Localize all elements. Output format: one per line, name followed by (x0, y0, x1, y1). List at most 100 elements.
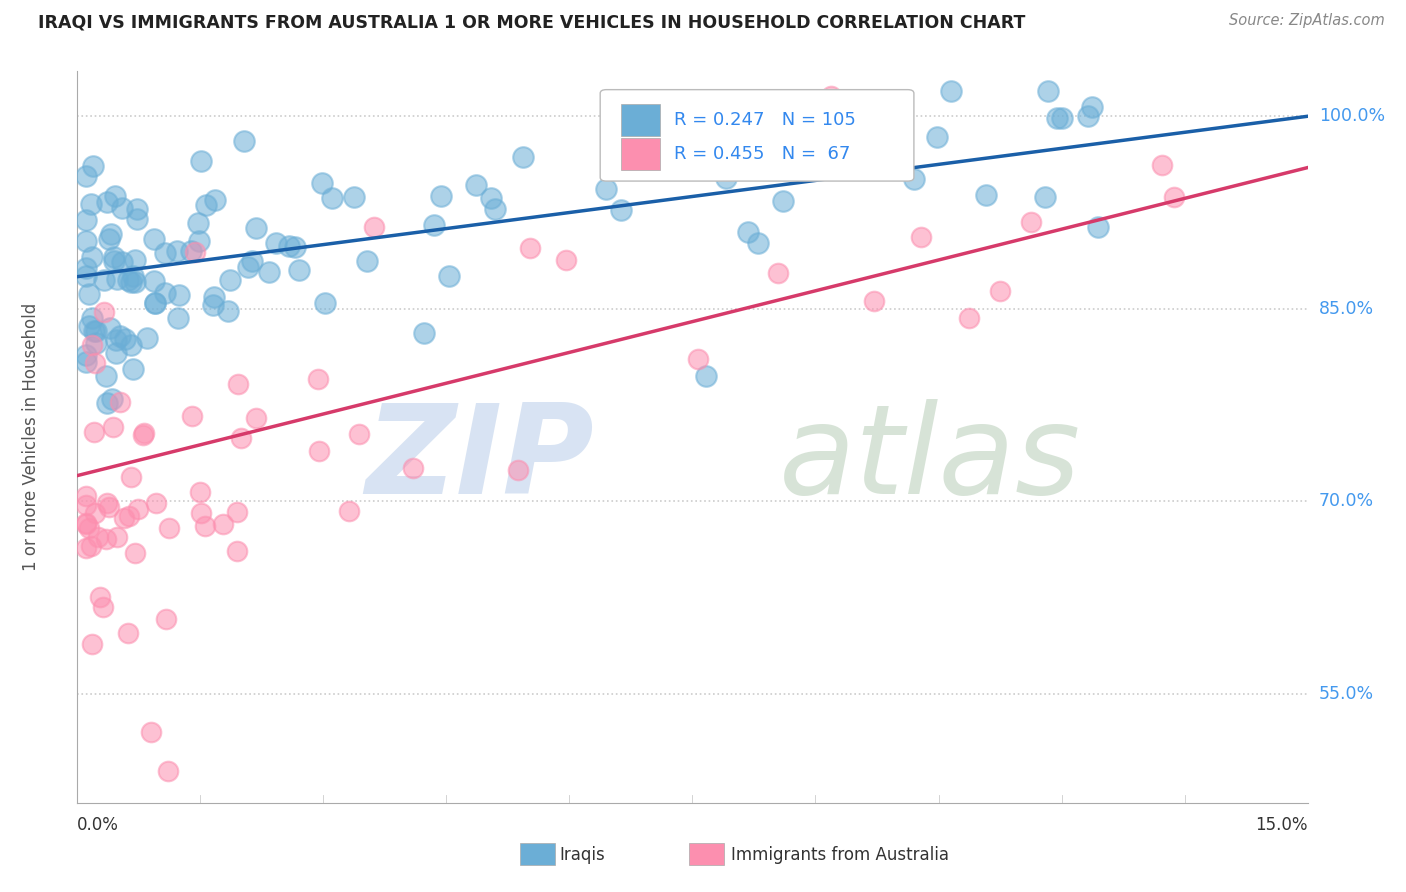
Point (125, 202, 148, 216)
Point (226, 376, 249, 391)
Point (1163, 190, 1185, 204)
Point (167, 288, 190, 302)
Point (665, 154, 688, 169)
Point (1036, 84, 1059, 98)
Point (101, 392, 124, 407)
Point (111, 255, 134, 269)
Point (190, 154, 212, 169)
Point (143, 296, 166, 310)
Point (240, 253, 263, 268)
Bar (621, 104, 661, 136)
Point (75, 169, 97, 183)
Point (337, 504, 360, 518)
Point (437, 269, 460, 284)
Point (105, 333, 128, 347)
Point (77, 318, 100, 333)
Point (188, 234, 211, 248)
Point (314, 295, 336, 310)
Point (145, 495, 167, 509)
Point (519, 241, 541, 255)
Point (80, 311, 103, 326)
Point (347, 427, 370, 442)
Point (820, 88, 842, 103)
Point (688, 352, 710, 367)
Point (976, 188, 998, 202)
Point (114, 511, 136, 525)
Point (75, 498, 97, 512)
Point (848, 154, 870, 169)
Point (236, 260, 259, 274)
Point (512, 150, 534, 164)
Point (194, 198, 217, 212)
Point (464, 178, 486, 193)
Point (135, 331, 157, 345)
Point (98, 321, 121, 335)
Point (125, 211, 148, 226)
Point (124, 275, 146, 289)
Point (1087, 220, 1109, 235)
Point (772, 194, 794, 208)
Text: 70.0%: 70.0% (1319, 492, 1374, 510)
Point (75, 517, 97, 532)
Point (190, 506, 212, 520)
Point (288, 263, 311, 277)
Text: 15.0%: 15.0% (1256, 816, 1308, 834)
Point (747, 236, 769, 251)
Text: 0.0%: 0.0% (77, 816, 120, 834)
Point (108, 395, 131, 409)
Point (105, 531, 128, 545)
Point (75, 269, 97, 284)
Point (356, 254, 378, 268)
Point (402, 461, 425, 475)
Point (903, 171, 925, 186)
Point (132, 426, 155, 441)
Point (96, 395, 118, 409)
Point (862, 293, 884, 308)
Point (184, 244, 207, 259)
Point (153, 286, 176, 301)
Point (766, 266, 789, 280)
Point (75, 355, 97, 369)
Point (80, 196, 103, 211)
Point (167, 310, 190, 325)
Point (96, 496, 118, 510)
Point (111, 201, 134, 215)
Point (166, 244, 188, 259)
Point (153, 246, 176, 260)
Point (83, 356, 105, 370)
Point (120, 469, 142, 483)
Point (180, 409, 202, 423)
Point (429, 188, 451, 202)
Text: Iraqis: Iraqis (560, 846, 606, 863)
Point (117, 273, 139, 287)
Point (105, 346, 128, 360)
Point (188, 484, 211, 499)
Point (194, 518, 217, 533)
Text: 85.0%: 85.0% (1319, 300, 1374, 318)
Text: 1 or more Vehicles in Household: 1 or more Vehicles in Household (21, 303, 39, 571)
Point (609, 203, 631, 218)
Point (120, 338, 142, 352)
Point (245, 221, 267, 235)
Point (204, 193, 226, 207)
Point (695, 368, 717, 383)
Point (157, 521, 180, 535)
Text: R = 0.455   N =  67: R = 0.455 N = 67 (673, 145, 851, 163)
Point (89, 590, 111, 604)
Point (257, 265, 280, 279)
Point (1081, 100, 1104, 114)
Point (75, 348, 97, 362)
Point (156, 764, 179, 778)
Text: Source: ZipAtlas.com: Source: ZipAtlas.com (1229, 13, 1385, 29)
Point (117, 626, 139, 640)
Point (75, 490, 97, 504)
Text: atlas: atlas (779, 399, 1081, 519)
Point (412, 326, 434, 341)
Point (1019, 214, 1042, 228)
Point (143, 274, 166, 288)
Point (988, 284, 1011, 298)
Point (118, 509, 141, 524)
Point (1033, 190, 1056, 204)
Point (120, 275, 142, 289)
Point (82, 250, 104, 264)
